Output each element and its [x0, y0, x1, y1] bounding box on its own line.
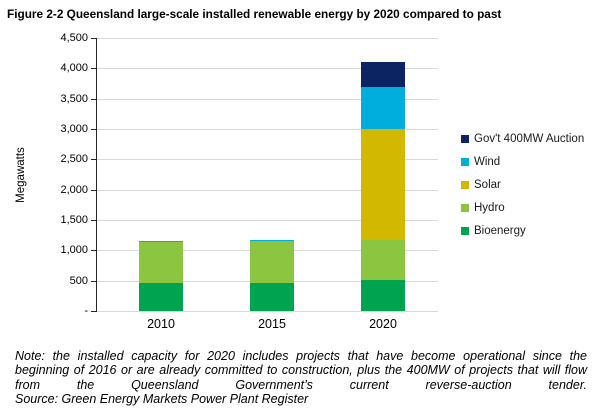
y-tick-label: 3,000	[60, 123, 88, 135]
y-tick-label: 1,000	[60, 244, 88, 257]
legend-swatch-solar	[461, 181, 469, 189]
x-axis-line	[97, 311, 438, 312]
bar-segment-wind	[250, 239, 294, 241]
y-axis-line	[96, 38, 97, 312]
figure-source: Source: Green Energy Markets Power Plant…	[15, 392, 309, 407]
bar-segment-bioenergy	[361, 280, 405, 311]
y-tick-label: 1,500	[60, 214, 88, 226]
figure-title: Figure 2-2 Queensland large-scale instal…	[7, 7, 502, 21]
y-axis-title: Megawatts	[15, 146, 27, 203]
bar-segment-bioenergy	[139, 283, 183, 311]
y-tick-label: 3,500	[60, 92, 88, 105]
legend-label: Solar	[474, 179, 501, 191]
y-tick-label: 4,500	[60, 32, 88, 44]
gridline	[97, 38, 438, 39]
y-tick-mark	[91, 280, 96, 282]
legend-swatch-wind	[461, 158, 469, 166]
legend-item: Hydro	[461, 201, 584, 215]
gridline	[97, 159, 438, 161]
y-tick-label: 2,000	[60, 183, 88, 196]
gridline	[97, 68, 438, 70]
legend-swatch-bioenergy	[461, 227, 469, 235]
y-tick-mark	[91, 98, 96, 100]
gridline	[97, 98, 438, 100]
bar-segment-hydro	[250, 240, 294, 284]
y-tick-mark	[91, 189, 96, 191]
x-tick-label: 2015	[258, 317, 286, 331]
legend-item: Bioenergy	[461, 224, 584, 238]
bar-segment-hydro	[139, 241, 183, 284]
x-tick-label: 2020	[369, 317, 397, 331]
bar-segment-bioenergy	[250, 283, 294, 311]
bar-segment-gov-t-400mw-auction	[361, 62, 405, 87]
figure-footer: Note: the installed capacity for 2020 in…	[15, 349, 587, 407]
legend: Gov't 400MW Auction Wind Solar Hydro Bioener…	[461, 132, 584, 247]
figure-note: Note: the installed capacity for 2020 in…	[15, 349, 587, 392]
gridline	[97, 220, 438, 221]
y-tick-label: 2,500	[60, 153, 88, 166]
legend-label: Bioenergy	[474, 225, 526, 237]
bar-segment-hydro	[361, 240, 405, 281]
x-tick-label: 2010	[147, 317, 175, 331]
legend-item: Gov't 400MW Auction	[461, 132, 584, 146]
y-tick-mark	[91, 311, 96, 312]
y-tick-label: 500	[69, 274, 88, 287]
gridline	[97, 189, 438, 191]
y-tick-label: 4,000	[60, 62, 88, 75]
y-tick-label: -	[84, 305, 88, 317]
y-tick-mark	[91, 250, 96, 252]
y-tick-mark	[91, 129, 96, 130]
bar-segment-wind	[139, 241, 183, 242]
legend-swatch-hydro	[461, 204, 469, 212]
gridline	[97, 129, 438, 130]
y-tick-mark	[91, 159, 96, 161]
legend-item: Wind	[461, 155, 584, 169]
bar-segment-solar	[361, 129, 405, 241]
bar-segment-wind	[361, 86, 405, 129]
y-tick-mark	[91, 68, 96, 70]
legend-label: Wind	[474, 156, 501, 168]
y-tick-mark	[91, 38, 96, 39]
legend-swatch-gov-t-400mw-auction	[461, 135, 469, 143]
legend-label: Gov't 400MW Auction	[474, 133, 585, 145]
legend-item: Solar	[461, 178, 584, 192]
legend-label: Hydro	[474, 202, 505, 214]
y-tick-mark	[91, 220, 96, 221]
